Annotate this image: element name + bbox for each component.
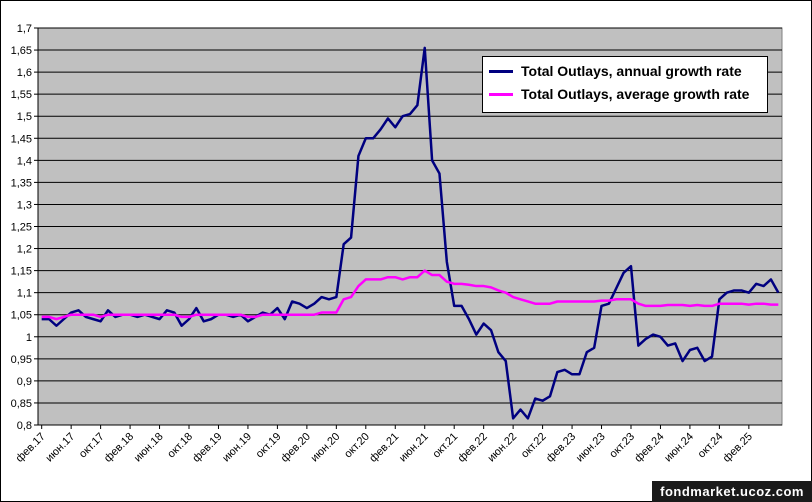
y-tick-label: 1,45 [11,133,32,145]
series-line [41,269,779,321]
y-tick-label: 1,6 [17,67,32,79]
y-tick-label: 1,35 [11,177,32,189]
watermark: fondmarket.ucoz.com [652,481,812,502]
legend: Total Outlays, annual growth rate Total O… [482,56,768,113]
y-tick-label: 0,95 [11,354,32,366]
y-tick-label: 1,05 [11,310,32,322]
y-tick-label: 1,1 [17,288,32,300]
series-line [41,46,780,420]
y-tick-label: 0,85 [11,398,32,410]
y-tick-label: 1,5 [17,111,32,123]
y-tick-label: 1,2 [17,244,32,256]
y-tick-label: 0,9 [17,376,32,388]
y-tick-label: 1,3 [17,199,32,211]
y-tick-label: 1,65 [11,45,32,57]
legend-label: Total Outlays, annual growth rate [521,63,742,79]
legend-entry: Total Outlays, annual growth rate [489,62,761,81]
y-tick-label: 1,7 [17,23,32,35]
y-tick-label: 1,4 [17,155,32,167]
legend-swatch [489,93,513,96]
y-tick-label: 1 [26,332,32,344]
y-tick-label: 0,8 [17,420,32,432]
legend-label: Total Outlays, average growth rate [521,86,750,102]
y-tick-label: 1,55 [11,89,32,101]
y-tick-label: 1,25 [11,222,32,234]
legend-swatch [489,70,513,73]
legend-entry: Total Outlays, average growth rate [489,85,761,104]
y-tick-label: 1,15 [11,266,32,278]
